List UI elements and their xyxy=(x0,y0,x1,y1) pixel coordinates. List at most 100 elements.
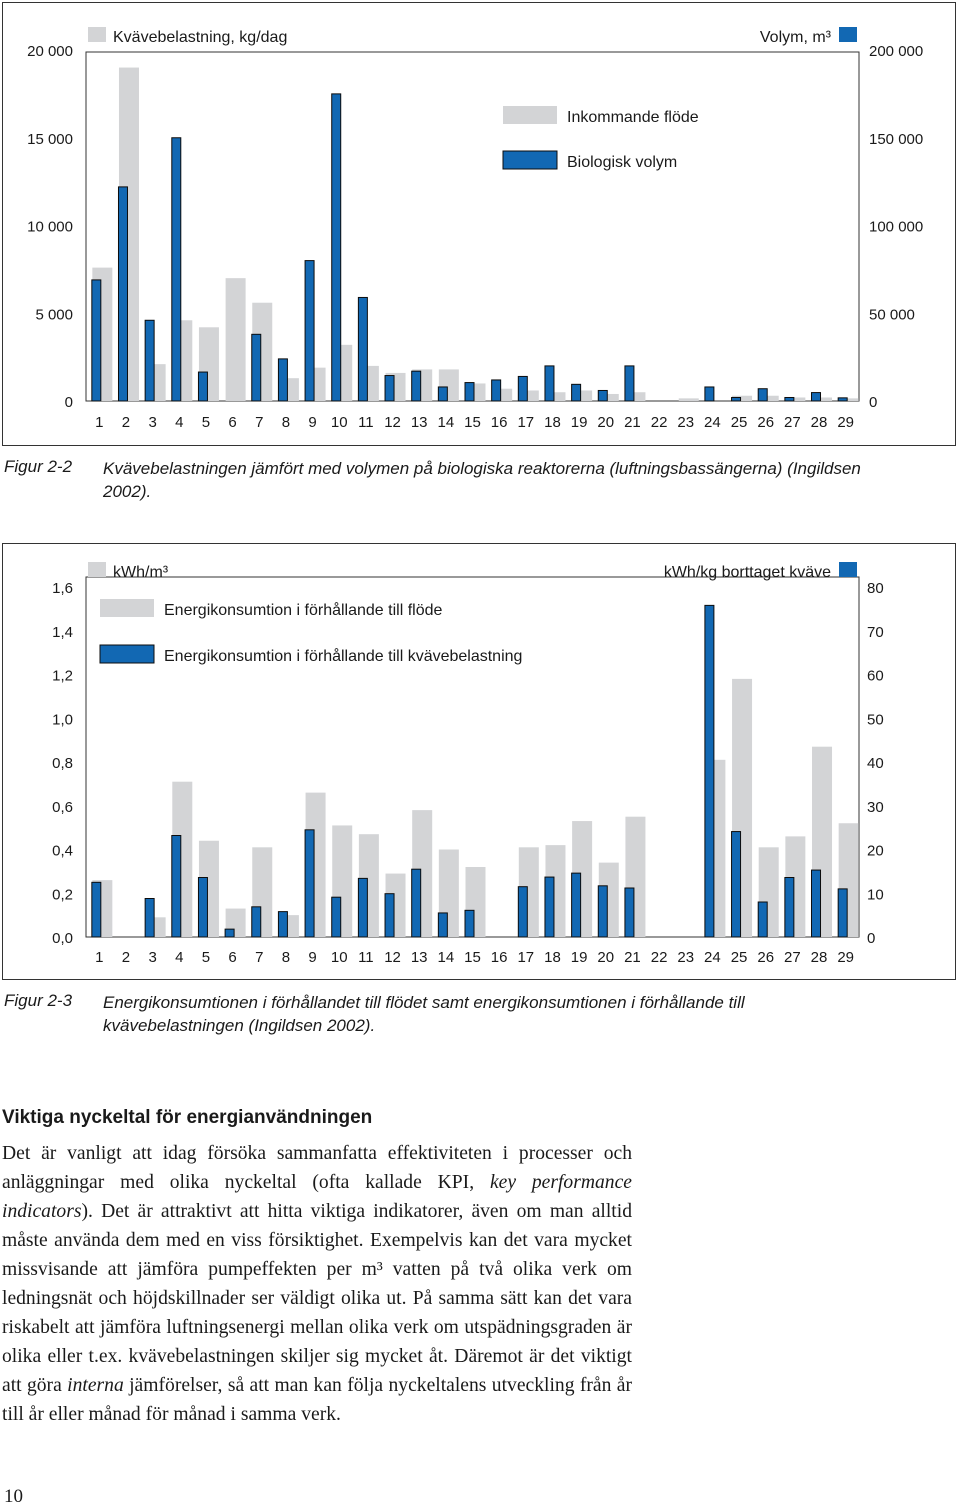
y-left-tick-label: 5 000 xyxy=(35,306,73,323)
x-tick-label: 1 xyxy=(95,414,103,431)
bar-6-blue xyxy=(224,928,235,938)
y-right-tick-label: 0 xyxy=(867,930,875,947)
bar-17-blue xyxy=(517,886,528,938)
x-tick-label: 6 xyxy=(228,949,236,966)
x-tick-label: 19 xyxy=(571,949,588,966)
x-tick-label: 29 xyxy=(837,414,854,431)
x-tick-label: 13 xyxy=(411,414,428,431)
x-tick-label: 3 xyxy=(148,949,156,966)
bar-10-blue xyxy=(331,896,342,938)
bar-5-blue xyxy=(197,877,208,938)
x-tick-label: 2 xyxy=(122,949,130,966)
legend-swatch-grey xyxy=(503,106,557,124)
y-right-tick-label: 50 xyxy=(867,711,884,728)
bar-28-blue xyxy=(811,392,822,402)
bar-3-blue xyxy=(144,898,155,938)
y-right-tick-label: 20 xyxy=(867,843,884,860)
y-right-tick-label: 70 xyxy=(867,624,884,641)
caption-label: Figur 2-3 xyxy=(4,991,73,1010)
bar-17-grey xyxy=(518,390,539,401)
y-right-tick-label: 60 xyxy=(867,668,884,685)
x-tick-label: 8 xyxy=(282,949,290,966)
legend-label: Biologisk volym xyxy=(567,154,677,171)
legend-swatch-blue xyxy=(99,644,155,664)
x-tick-label: 10 xyxy=(331,414,348,431)
bar-28-grey xyxy=(812,397,833,401)
legend-swatch-grey xyxy=(100,599,154,617)
y-left-tick-label: 0,6 xyxy=(52,799,73,816)
x-tick-label: 4 xyxy=(175,414,183,431)
bar-8-blue xyxy=(277,358,288,402)
x-tick-label: 7 xyxy=(255,414,263,431)
right-axis-swatch xyxy=(839,27,857,42)
bar-26-grey xyxy=(758,395,779,401)
bar-11-blue xyxy=(357,877,368,938)
bar-7-blue xyxy=(251,333,262,402)
x-tick-label: 26 xyxy=(757,949,774,966)
chart-figure-2-2: 1 2 3 4 5 6 7 8 9 10 11 12 13 14 15 16 17 18 19 20 21 22 23 24 2… xyxy=(2,2,956,446)
y-right-tick-label: 50 000 xyxy=(869,306,915,323)
bar-12-blue xyxy=(384,893,395,938)
y-left-tick-label: 1,6 xyxy=(52,580,73,597)
x-tick-label: 18 xyxy=(544,414,561,431)
x-tick-label: 20 xyxy=(597,949,614,966)
bar-17-blue xyxy=(517,375,528,402)
right-axis-label: Volym, m³ xyxy=(760,29,832,46)
y-right-tick-label: 10 xyxy=(867,886,884,903)
bar-18-blue xyxy=(544,876,555,938)
y-right-tick-label: 0 xyxy=(869,394,877,411)
x-tick-label: 1 xyxy=(95,949,103,966)
x-tick-label: 8 xyxy=(282,414,290,431)
bar-7-blue xyxy=(251,906,262,938)
bar-1-blue xyxy=(91,881,102,938)
legend-label: Energikonsumtion i förhållande till kväv… xyxy=(164,647,522,665)
bar-3-blue xyxy=(144,319,155,402)
y-left-tick-label: 20 000 xyxy=(27,43,73,60)
paragraph-emphasis: key performance indicators xyxy=(2,1172,632,1222)
bar-27-grey xyxy=(785,397,806,401)
x-tick-label: 21 xyxy=(624,949,641,966)
x-tick-label: 16 xyxy=(491,414,508,431)
x-tick-label: 22 xyxy=(651,414,668,431)
paragraph-emphasis: interna xyxy=(67,1375,124,1396)
chart-figure-2-3: 1 2 3 4 5 6 7 8 9 10 11 12 13 14 15 16 17 18 19 20 21 22 23 24 2… xyxy=(2,543,956,980)
x-tick-label: 5 xyxy=(202,414,210,431)
left-axis-swatch xyxy=(88,562,106,577)
left-axis-label: kWh/m³ xyxy=(113,564,169,581)
bar-25-blue xyxy=(731,396,742,402)
page-number: 10 xyxy=(4,1486,23,1507)
x-tick-label: 3 xyxy=(148,414,156,431)
x-tick-label: 17 xyxy=(517,414,534,431)
article-section: Viktiga nyckeltal för energianvändningen… xyxy=(2,1107,632,1429)
bar-8-blue xyxy=(277,911,288,938)
bar-19-blue xyxy=(571,872,582,938)
x-tick-label: 24 xyxy=(704,949,721,966)
y-right-tick-label: 30 xyxy=(867,799,884,816)
left-axis-swatch xyxy=(88,27,106,42)
x-tick-label: 28 xyxy=(811,949,828,966)
y-left-tick-label: 15 000 xyxy=(27,131,73,148)
bar-20-blue xyxy=(597,389,608,402)
x-tick-label: 24 xyxy=(704,414,721,431)
bar-9-blue xyxy=(304,260,315,402)
x-tick-label: 5 xyxy=(202,949,210,966)
y-right-tick-label: 80 xyxy=(867,580,884,597)
bar-15-blue xyxy=(464,382,475,402)
bar-25-blue xyxy=(731,831,742,938)
bar-25-grey xyxy=(732,395,753,401)
bar-21-grey xyxy=(625,392,646,401)
y-left-tick-label: 1,0 xyxy=(52,711,73,728)
chart-figure-2-2-svg: 1 2 3 4 5 6 7 8 9 10 11 12 13 14 15 16 17 18 19 20 21 22 23 24 2… xyxy=(27,27,923,431)
y-left-tick-label: 10 000 xyxy=(27,219,73,236)
x-tick-label: 7 xyxy=(255,949,263,966)
y-right-tick-label: 200 000 xyxy=(869,43,923,60)
article-paragraph: Det är vanligt att idag försöka sammanfa… xyxy=(2,1139,632,1429)
legend-label: Inkommande flöde xyxy=(567,109,699,126)
bar-26-blue xyxy=(757,388,768,402)
bar-28-blue xyxy=(811,869,822,938)
x-tick-label: 16 xyxy=(491,949,508,966)
legend-label: Energikonsumtion i förhållande till flöd… xyxy=(164,601,442,619)
x-tick-label: 10 xyxy=(331,949,348,966)
x-tick-label: 25 xyxy=(731,949,748,966)
bar-20-blue xyxy=(597,885,608,938)
